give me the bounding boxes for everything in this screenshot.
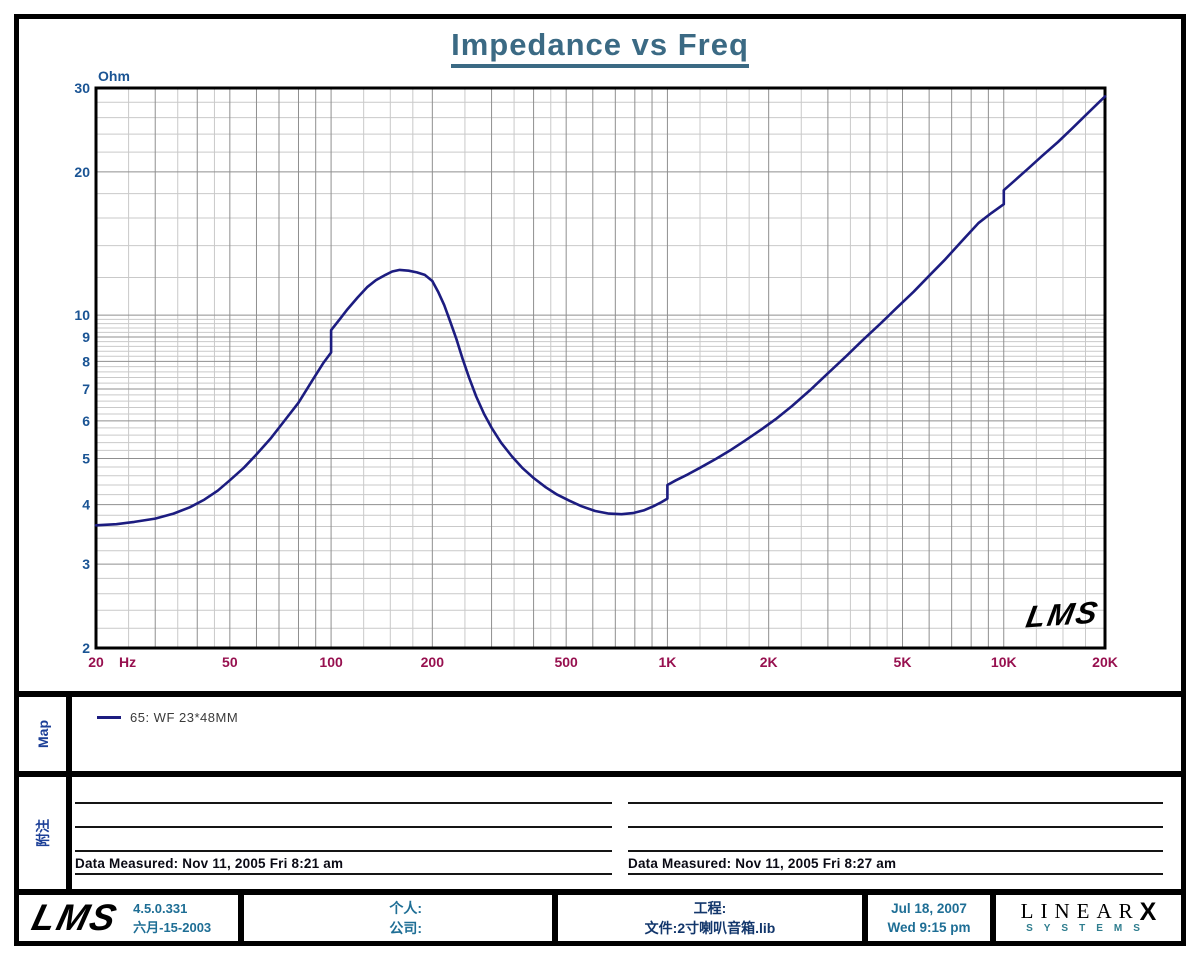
linearx-logo: LINEARX: [1020, 899, 1157, 925]
personal-company-labels: 个人: 公司:: [244, 898, 422, 938]
map-section-label: Map: [19, 697, 66, 771]
notes-column-right: Data Measured: Nov 11, 2005 Fri 8:27 am: [628, 777, 1163, 889]
x-tick-label: 10K: [991, 654, 1017, 670]
note-rule: [628, 802, 1163, 804]
legend-text: 65: WF 23*48MM: [130, 710, 239, 725]
legend-entry: 65: WF 23*48MM: [97, 710, 238, 725]
map-content: 65: WF 23*48MM: [72, 697, 1181, 771]
y-tick-label: 20: [74, 164, 90, 180]
section-divider: [19, 691, 1181, 697]
x-tick-label: 100: [319, 654, 343, 670]
x-tick-label: 2K: [760, 654, 778, 670]
note-rule: [75, 826, 612, 828]
y-tick-label: 3: [82, 556, 90, 572]
note-rule: [75, 802, 612, 804]
footer: LMS 4.5.0.331 六月-15-2003 个人: 公司: 工程: 文件:…: [19, 895, 1181, 941]
version-number: 4.5.0.331: [133, 901, 188, 916]
y-tick-label: 6: [82, 413, 90, 429]
y-tick-label: 9: [82, 329, 90, 345]
version-block: 4.5.0.331 六月-15-2003: [133, 899, 211, 937]
footer-version-cell: LMS 4.5.0.331 六月-15-2003: [19, 895, 238, 941]
x-axis-labels: 20 50 100 200 500 1K 2K 5K 10K 20K Hz: [88, 654, 1118, 670]
y-tick-label: 7: [82, 381, 90, 397]
data-measured-left: Data Measured: Nov 11, 2005 Fri 8:21 am: [75, 856, 612, 875]
lms-report-page: Impedance vs Freq 30 20 10 9 8 7 6 5 4 3 2 Ohm 20 50 1…: [14, 14, 1186, 946]
legend-line-sample: [97, 716, 121, 719]
notes-column-left: Data Measured: Nov 11, 2005 Fri 8:21 am: [75, 777, 612, 889]
y-axis-labels: 30 20 10 9 8 7 6 5 4 3 2 Ohm: [74, 68, 129, 656]
x-tick-label: 50: [222, 654, 238, 670]
note-rule: [628, 850, 1163, 852]
x-tick-label: 200: [421, 654, 445, 670]
lms-logo: LMS: [28, 897, 123, 938]
footer-divider-bar: [862, 895, 868, 941]
version-date: 六月-15-2003: [133, 920, 212, 935]
company-label: 公司:: [389, 920, 422, 936]
x-axis-unit-label: Hz: [119, 654, 136, 670]
impedance-curve: [94, 95, 1107, 527]
note-rule: [75, 850, 612, 852]
map-divider-bar: [66, 697, 72, 771]
data-measured-right: Data Measured: Nov 11, 2005 Fri 8:27 am: [628, 856, 1163, 875]
map-label-text: Map: [34, 720, 51, 748]
notes-section-label: 附注: [19, 777, 66, 889]
footer-divider-bar: [238, 895, 244, 941]
file-label: 文件:2寸喇叭音箱.lib: [644, 920, 776, 936]
x-tick-label: 1K: [658, 654, 676, 670]
y-tick-label: 8: [82, 353, 90, 369]
x-tick-label: 20: [88, 654, 104, 670]
x-tick-label: 5K: [894, 654, 912, 670]
y-axis-unit-label: Ohm: [98, 68, 130, 84]
note-rule: [628, 826, 1163, 828]
y-tick-label: 30: [74, 80, 90, 96]
print-date: Jul 18, 2007: [891, 901, 967, 916]
y-tick-label: 2: [82, 640, 90, 656]
x-tick-label: 500: [554, 654, 578, 670]
footer-personal-cell: 个人: 公司:: [244, 895, 552, 941]
lms-watermark: LMS: [1023, 594, 1103, 635]
print-time: Wed 9:15 pm: [887, 920, 971, 935]
section-divider: [19, 771, 1181, 777]
y-tick-label: 5: [82, 451, 90, 467]
footer-project-cell: 工程: 文件:2寸喇叭音箱.lib: [558, 895, 862, 941]
footer-divider-bar: [990, 895, 996, 941]
chart-section: Impedance vs Freq 30 20 10 9 8 7 6 5 4 3 2 Ohm 20 50 1…: [19, 19, 1181, 691]
y-tick-label: 4: [82, 497, 90, 513]
plot-grid-major: [95, 87, 1106, 649]
plot-grid-minor: [96, 88, 1105, 648]
notes-label-text: 附注: [34, 819, 51, 847]
map-section: Map 65: WF 23*48MM: [19, 697, 1181, 771]
notes-section: 附注 Data Measured: Nov 11, 2005 Fri 8:21 …: [19, 777, 1181, 889]
project-label: 工程:: [693, 900, 727, 916]
notes-divider-bar: [66, 777, 72, 889]
linearx-systems-text: SYSTEMS: [1026, 923, 1151, 934]
footer-divider-bar: [552, 895, 558, 941]
linearx-logo-text: LINEAR: [1020, 899, 1140, 923]
y-tick-label: 10: [74, 307, 90, 323]
x-tick-label: 20K: [1092, 654, 1118, 670]
section-divider: [19, 889, 1181, 895]
plot-frame: [94, 86, 1107, 650]
footer-date-cell: Jul 18, 2007 Wed 9:15 pm: [868, 895, 990, 941]
linearx-logo-x: X: [1139, 898, 1157, 926]
personal-label: 个人:: [389, 900, 422, 916]
footer-brand-cell: LINEARX SYSTEMS: [996, 895, 1181, 941]
